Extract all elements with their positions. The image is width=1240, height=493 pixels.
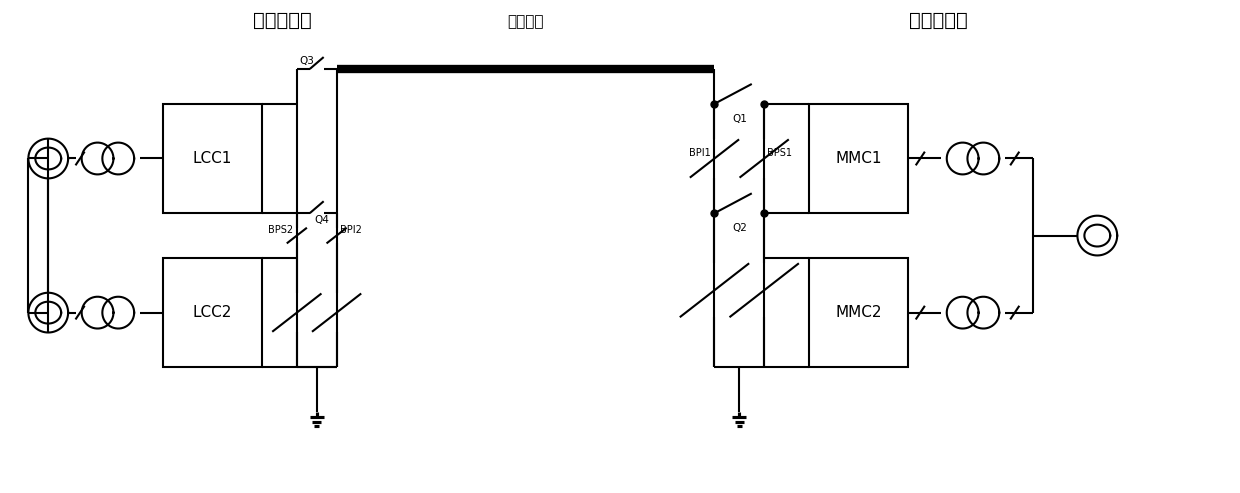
Text: BPI2: BPI2 xyxy=(340,225,362,235)
Text: LCC1: LCC1 xyxy=(192,151,232,166)
Text: MMC2: MMC2 xyxy=(836,305,882,320)
Text: 直流线路: 直流线路 xyxy=(507,14,544,29)
Text: LCC2: LCC2 xyxy=(192,305,232,320)
Bar xyxy=(808,258,909,367)
Text: MMC1: MMC1 xyxy=(836,151,882,166)
Bar xyxy=(162,104,262,213)
Text: BPS2: BPS2 xyxy=(268,225,293,235)
Text: Q2: Q2 xyxy=(732,223,746,233)
Bar xyxy=(162,258,262,367)
Text: Q4: Q4 xyxy=(314,215,329,225)
Text: 送端换流站: 送端换流站 xyxy=(253,11,311,30)
Text: Q3: Q3 xyxy=(300,56,315,66)
Text: Q1: Q1 xyxy=(732,114,746,124)
Bar xyxy=(808,104,909,213)
Text: BPI1: BPI1 xyxy=(688,147,711,158)
Text: 受端换流站: 受端换流站 xyxy=(909,11,967,30)
Text: BPS1: BPS1 xyxy=(768,147,792,158)
